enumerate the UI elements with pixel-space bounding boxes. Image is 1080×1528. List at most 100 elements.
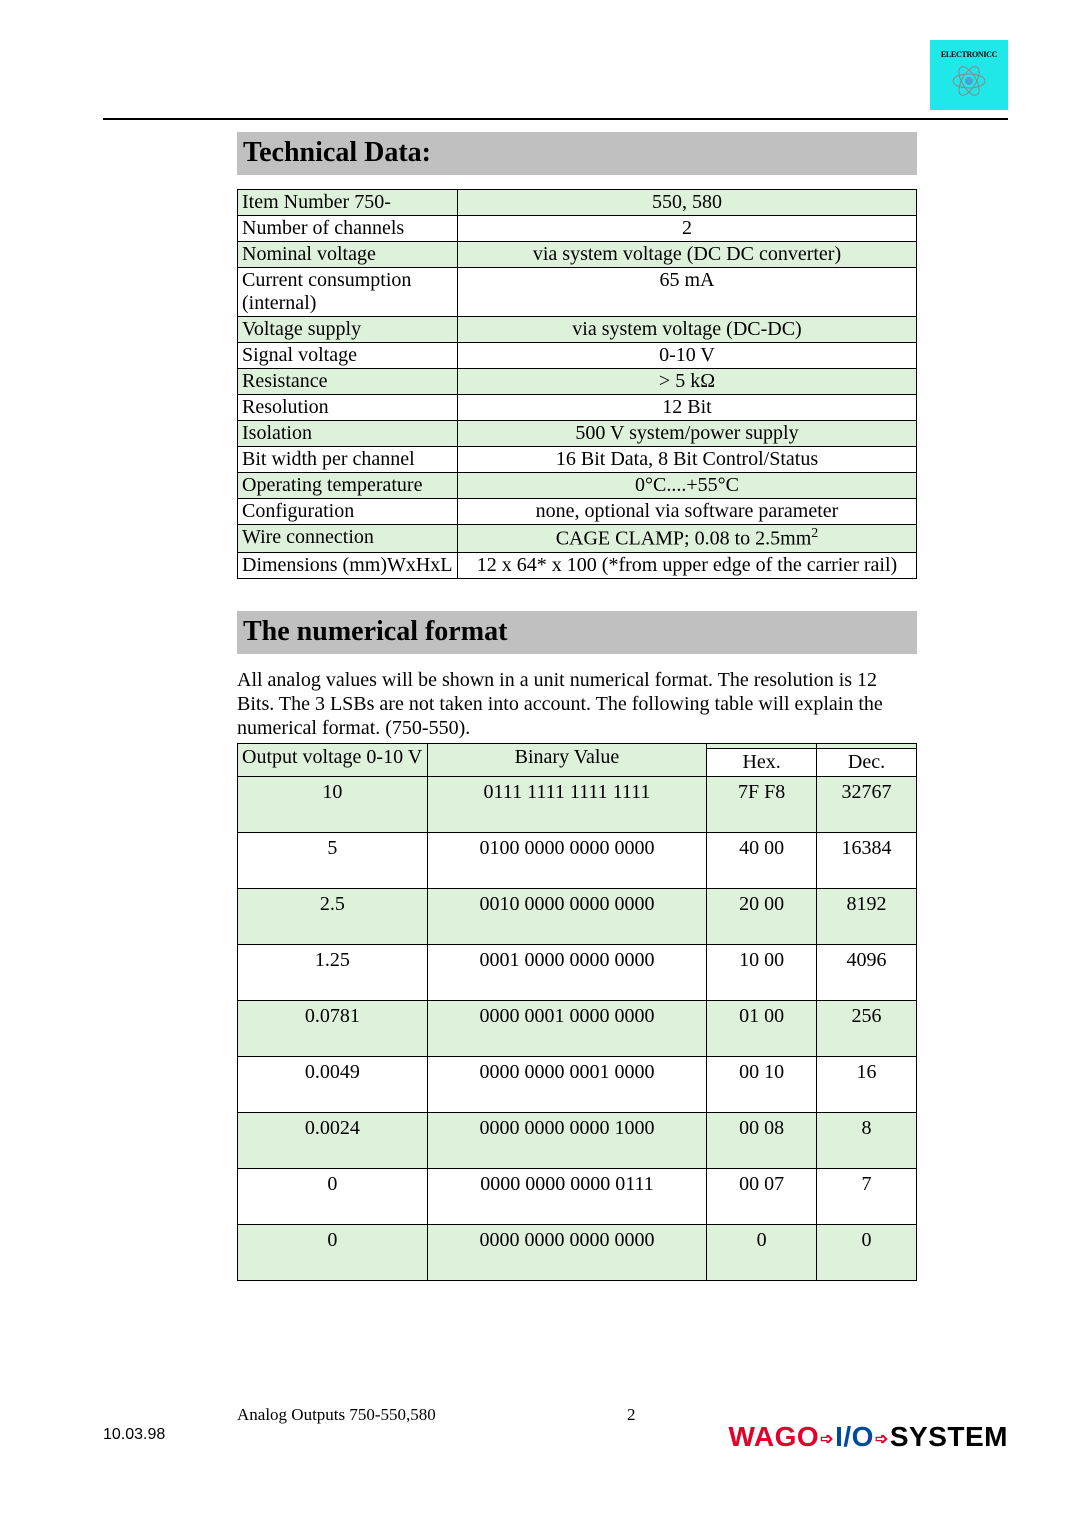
tech-value: via system voltage (DC-DC) — [458, 317, 917, 343]
arrow-icon: ➩ — [819, 1431, 835, 1448]
footer-logo-system: SYSTEM — [890, 1421, 1008, 1452]
tech-value: none, optional via software parameter — [458, 499, 917, 525]
cell-dec: 8 — [817, 1112, 917, 1168]
section-heading-numerical-format: The numerical format — [237, 611, 917, 654]
cell-dec: 8192 — [817, 888, 917, 944]
page-content: Technical Data: Item Number 750-550, 580… — [237, 132, 917, 1281]
table-row: Signal voltage0-10 V — [238, 343, 917, 369]
cell-voltage: 0.0781 — [238, 1000, 428, 1056]
arrow-icon: ➩ — [874, 1431, 890, 1448]
cell-dec: 4096 — [817, 944, 917, 1000]
table-row: 50100 0000 0000 000040 0016384 — [238, 832, 917, 888]
tech-value: 12 x 64* x 100 (*from upper edge of the … — [458, 552, 917, 578]
table-row: Number of channels2 — [238, 216, 917, 242]
cell-hex: 00 08 — [707, 1112, 817, 1168]
cell-binary: 0000 0000 0000 1000 — [427, 1112, 707, 1168]
tech-value: via system voltage (DC DC converter) — [458, 242, 917, 268]
tech-label: Nominal voltage — [238, 242, 458, 268]
table-row: 00000 0000 0000 011100 077 — [238, 1168, 917, 1224]
table-row: 0.00240000 0000 0000 100000 088 — [238, 1112, 917, 1168]
cell-voltage: 1.25 — [238, 944, 428, 1000]
tech-label: Number of channels — [238, 216, 458, 242]
header-rule — [103, 118, 1008, 120]
col-header-voltage: Output voltage 0-10 V — [238, 743, 428, 776]
cell-voltage: 10 — [238, 776, 428, 832]
cell-dec: 0 — [817, 1224, 917, 1280]
tech-label: Resistance — [238, 369, 458, 395]
cell-voltage: 2.5 — [238, 888, 428, 944]
cell-binary: 0100 0000 0000 0000 — [427, 832, 707, 888]
table-row: 2.50010 0000 0000 000020 008192 — [238, 888, 917, 944]
cell-hex: 00 07 — [707, 1168, 817, 1224]
cell-hex: 20 00 — [707, 888, 817, 944]
tech-value: 12 Bit — [458, 395, 917, 421]
footer-date: 10.03.98 — [103, 1426, 165, 1444]
col-header-binary: Binary Value — [427, 743, 707, 776]
tech-label: Wire connection — [238, 525, 458, 553]
brand-logo-text: ELECTRONICC — [941, 50, 997, 59]
tech-value: 0-10 V — [458, 343, 917, 369]
table-row: Configurationnone, optional via software… — [238, 499, 917, 525]
tech-value: CAGE CLAMP; 0.08 to 2.5mm2 — [458, 525, 917, 553]
table-row: 00000 0000 0000 000000 — [238, 1224, 917, 1280]
cell-voltage: 0 — [238, 1224, 428, 1280]
tech-value: > 5 kΩ — [458, 369, 917, 395]
col-header-hex: Hex. — [707, 748, 817, 776]
cell-hex: 00 10 — [707, 1056, 817, 1112]
tech-label: Item Number 750- — [238, 190, 458, 216]
cell-hex: 01 00 — [707, 1000, 817, 1056]
tech-label: Bit width per channel — [238, 447, 458, 473]
footer-page-number: 2 — [627, 1405, 636, 1425]
table-row: 100111 1111 1111 11117F F832767 — [238, 776, 917, 832]
tech-label: Resolution — [238, 395, 458, 421]
footer-logo-wago: WAGO — [729, 1421, 820, 1452]
cell-hex: 10 00 — [707, 944, 817, 1000]
table-row: Nominal voltagevia system voltage (DC DC… — [238, 242, 917, 268]
cell-voltage: 0 — [238, 1168, 428, 1224]
table-row: 0.07810000 0001 0000 000001 00256 — [238, 1000, 917, 1056]
cell-binary: 0001 0000 0000 0000 — [427, 944, 707, 1000]
table-row: Bit width per channel16 Bit Data, 8 Bit … — [238, 447, 917, 473]
table-row: Resistance> 5 kΩ — [238, 369, 917, 395]
tech-value: 0°C....+55°C — [458, 473, 917, 499]
numerical-format-body: All analog values will be shown in a uni… — [237, 668, 917, 741]
table-row: Wire connectionCAGE CLAMP; 0.08 to 2.5mm… — [238, 525, 917, 553]
footer-logo-io: I/O — [835, 1421, 874, 1452]
cell-binary: 0010 0000 0000 0000 — [427, 888, 707, 944]
table-row: Current consumption (internal)65 mA — [238, 268, 917, 317]
tech-value: 65 mA — [458, 268, 917, 317]
cell-voltage: 0.0049 — [238, 1056, 428, 1112]
footer-brand-logo: WAGO➩I/O➩SYSTEM — [729, 1421, 1008, 1453]
section-heading-technical-data: Technical Data: — [237, 132, 917, 175]
tech-label: Configuration — [238, 499, 458, 525]
cell-voltage: 5 — [238, 832, 428, 888]
cell-dec: 7 — [817, 1168, 917, 1224]
tech-label: Voltage supply — [238, 317, 458, 343]
cell-binary: 0000 0000 0001 0000 — [427, 1056, 707, 1112]
cell-hex: 0 — [707, 1224, 817, 1280]
table-row: Item Number 750-550, 580 — [238, 190, 917, 216]
cell-dec: 256 — [817, 1000, 917, 1056]
table-row: Dimensions (mm)WxHxL12 x 64* x 100 (*fro… — [238, 552, 917, 578]
tech-label: Dimensions (mm)WxHxL — [238, 552, 458, 578]
cell-binary: 0000 0001 0000 0000 — [427, 1000, 707, 1056]
cell-dec: 16 — [817, 1056, 917, 1112]
table-row: 1.250001 0000 0000 000010 004096 — [238, 944, 917, 1000]
cell-hex: 7F F8 — [707, 776, 817, 832]
cell-voltage: 0.0024 — [238, 1112, 428, 1168]
brand-logo: ELECTRONICC — [930, 40, 1008, 110]
cell-dec: 32767 — [817, 776, 917, 832]
tech-label: Isolation — [238, 421, 458, 447]
tech-label: Operating temperature — [238, 473, 458, 499]
table-row: Voltage supplyvia system voltage (DC-DC) — [238, 317, 917, 343]
footer-doc-title: Analog Outputs 750-550,580 — [237, 1405, 436, 1425]
table-row: Operating temperature0°C....+55°C — [238, 473, 917, 499]
tech-label: Current consumption (internal) — [238, 268, 458, 317]
table-row: 0.00490000 0000 0001 000000 1016 — [238, 1056, 917, 1112]
cell-binary: 0111 1111 1111 1111 — [427, 776, 707, 832]
col-header-dec: Dec. — [817, 748, 917, 776]
cell-binary: 0000 0000 0000 0111 — [427, 1168, 707, 1224]
table-row: Resolution12 Bit — [238, 395, 917, 421]
tech-value: 500 V system/power supply — [458, 421, 917, 447]
cell-hex: 40 00 — [707, 832, 817, 888]
